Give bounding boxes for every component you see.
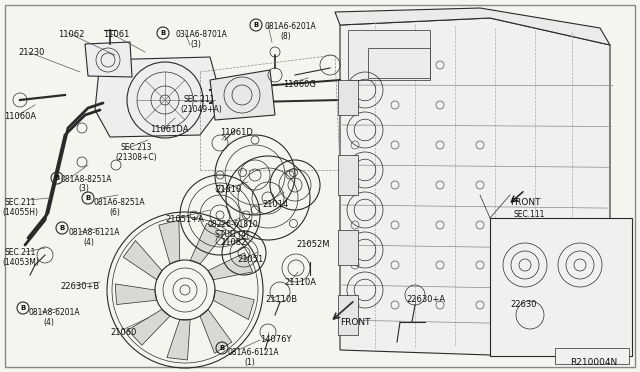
Text: 11060G: 11060G [283, 80, 316, 89]
Text: 22630: 22630 [510, 300, 536, 309]
Text: 21230: 21230 [18, 48, 44, 57]
Text: 21052M: 21052M [296, 240, 330, 249]
Text: 14076Y: 14076Y [260, 335, 291, 344]
Text: 21110B: 21110B [265, 295, 297, 304]
Bar [338, 80, 358, 115]
Bar [338, 230, 358, 265]
Text: B: B [60, 225, 65, 231]
Text: STUD (4): STUD (4) [215, 230, 249, 239]
Text: (8): (8) [280, 32, 291, 41]
Text: (14055H): (14055H) [2, 208, 38, 217]
Polygon shape [159, 220, 180, 264]
Polygon shape [95, 57, 220, 137]
Text: SEC.111: SEC.111 [514, 210, 545, 219]
Text: SEC.211: SEC.211 [4, 248, 35, 257]
Text: B: B [54, 175, 60, 181]
Text: 21082: 21082 [220, 238, 246, 247]
Text: (3): (3) [190, 40, 201, 49]
Text: B: B [161, 30, 166, 36]
Text: 081A8-6201A: 081A8-6201A [28, 308, 79, 317]
Text: 081A6-8251A: 081A6-8251A [93, 198, 145, 207]
Polygon shape [208, 253, 253, 280]
Polygon shape [200, 309, 232, 353]
Polygon shape [85, 42, 132, 77]
Text: 11062: 11062 [58, 30, 84, 39]
Text: 031A6-8701A: 031A6-8701A [175, 30, 227, 39]
Bar [338, 295, 358, 335]
Polygon shape [115, 284, 157, 305]
Bar [555, 348, 629, 364]
Polygon shape [123, 241, 162, 280]
Text: 21110A: 21110A [284, 278, 316, 287]
Text: 22630+A: 22630+A [406, 295, 445, 304]
Polygon shape [210, 70, 275, 120]
Text: (14053M): (14053M) [2, 258, 39, 267]
Text: B: B [85, 195, 91, 201]
Text: 21060: 21060 [110, 328, 136, 337]
Text: (4): (4) [43, 318, 54, 327]
Text: (21308+C): (21308+C) [115, 153, 157, 162]
Bar [348, 30, 430, 80]
Bar [338, 155, 358, 195]
Text: R210004N: R210004N [570, 358, 617, 367]
Text: (6): (6) [109, 208, 120, 217]
Text: FRONT: FRONT [510, 198, 541, 207]
Text: SEC.213: SEC.213 [120, 143, 152, 152]
Text: 081A6-6201A: 081A6-6201A [265, 22, 317, 31]
Text: B: B [253, 22, 259, 28]
Text: 21010: 21010 [215, 185, 241, 194]
Polygon shape [127, 309, 170, 345]
Polygon shape [213, 290, 254, 320]
Polygon shape [335, 8, 610, 45]
Polygon shape [340, 18, 610, 355]
Polygon shape [190, 224, 225, 264]
Text: (21049+A): (21049+A) [180, 105, 221, 114]
Polygon shape [167, 320, 190, 360]
Text: 11060A: 11060A [4, 112, 36, 121]
Text: 081A8-8251A: 081A8-8251A [60, 175, 111, 184]
Text: SEC.211: SEC.211 [4, 198, 35, 207]
Bar [490, 218, 632, 356]
Text: FRONT: FRONT [340, 318, 371, 327]
Text: (3): (3) [78, 184, 89, 193]
Text: B: B [20, 305, 26, 311]
Text: 081A6-6121A: 081A6-6121A [228, 348, 280, 357]
Text: 11061DA: 11061DA [150, 125, 189, 134]
Text: (4): (4) [83, 238, 94, 247]
Bar [368, 48, 430, 78]
Text: 21051+A: 21051+A [165, 215, 204, 224]
Text: 22630+B: 22630+B [60, 282, 99, 291]
Text: 08226-61810: 08226-61810 [208, 220, 259, 229]
Text: 21051: 21051 [237, 255, 263, 264]
Text: 11061: 11061 [103, 30, 129, 39]
Text: 21014: 21014 [262, 200, 288, 209]
Text: B: B [220, 345, 225, 351]
Text: 081A8-6121A: 081A8-6121A [68, 228, 120, 237]
Text: (1): (1) [244, 358, 255, 367]
Text: 11061D: 11061D [220, 128, 253, 137]
Text: SEC.211: SEC.211 [183, 95, 214, 104]
